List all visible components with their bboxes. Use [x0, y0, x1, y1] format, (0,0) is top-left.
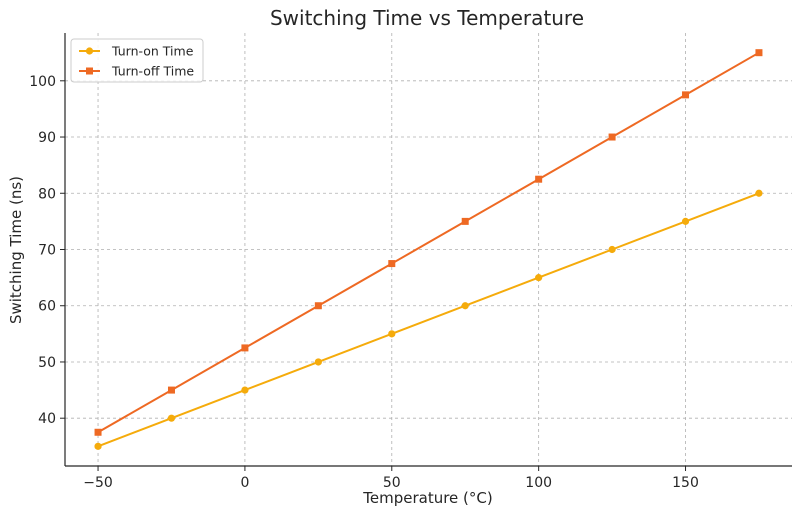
y-tick-label: 80 — [38, 186, 56, 202]
series-line — [98, 53, 759, 433]
data-point — [608, 246, 615, 253]
series-line — [98, 193, 759, 446]
data-point — [535, 274, 542, 281]
data-point — [755, 190, 762, 197]
y-tick-label: 40 — [38, 411, 56, 427]
x-tick-label: 100 — [525, 475, 552, 491]
legend-label: Turn-on Time — [111, 44, 194, 59]
data-point — [168, 387, 175, 394]
legend-swatch-marker — [86, 47, 93, 54]
x-axis-title: Temperature (°C) — [362, 489, 492, 507]
data-point — [388, 330, 395, 337]
legend-label: Turn-off Time — [111, 64, 194, 79]
axes — [60, 33, 792, 471]
data-point — [682, 218, 689, 225]
series-1 — [94, 190, 762, 450]
data-point — [94, 443, 101, 450]
x-tick-label: −50 — [83, 475, 113, 491]
data-point — [241, 344, 248, 351]
y-tick-label: 60 — [38, 299, 56, 315]
data-point — [95, 429, 102, 436]
data-point — [755, 49, 762, 56]
data-point — [168, 415, 175, 422]
y-tick-label: 50 — [38, 355, 56, 371]
data-point — [609, 134, 616, 141]
legend: Turn-on Time Turn-off Time — [71, 39, 203, 82]
x-tick-label: 0 — [240, 475, 249, 491]
chart-title: Switching Time vs Temperature — [270, 6, 584, 30]
y-tick-label: 100 — [29, 74, 56, 90]
data-point — [462, 302, 469, 309]
y-tick-label: 90 — [38, 130, 56, 146]
y-tick-label: 70 — [38, 243, 56, 259]
data-point — [535, 176, 542, 183]
data-point — [315, 358, 322, 365]
data-point — [315, 302, 322, 309]
plot-area — [94, 49, 762, 450]
series-2 — [95, 49, 763, 436]
data-point — [682, 91, 689, 98]
data-point — [462, 218, 469, 225]
data-point — [388, 260, 395, 267]
x-tick-label: 150 — [672, 475, 699, 491]
data-point — [241, 386, 248, 393]
legend-swatch-marker — [86, 68, 93, 75]
chart: Switching Time vs Temperature −50 0 50 100 1… — [0, 0, 800, 516]
y-axis-title: Switching Time (ns) — [7, 176, 25, 324]
